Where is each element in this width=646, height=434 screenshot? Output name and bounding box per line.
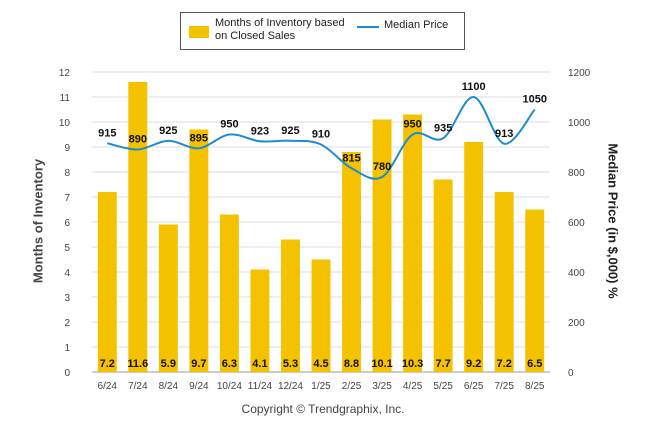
line-value-label: 815 xyxy=(342,152,360,164)
bar xyxy=(494,192,514,372)
y-tick-label-right: 0 xyxy=(568,368,574,379)
x-tick-label: 12/24 xyxy=(278,381,303,392)
bar-value-label: 6.3 xyxy=(222,358,237,370)
y-axis-title-left: Months of Inventory xyxy=(30,158,46,284)
x-tick-label: 11/24 xyxy=(248,381,273,392)
line-value-label: 925 xyxy=(281,125,299,137)
bar xyxy=(189,129,209,372)
y-tick-label-left: 1 xyxy=(64,343,70,354)
line-value-label: 915 xyxy=(98,127,116,139)
median-price-line xyxy=(107,96,536,180)
y-tick-label-right: 200 xyxy=(568,318,585,329)
bar xyxy=(433,179,453,372)
bar xyxy=(158,224,178,372)
x-tick-label: 10/24 xyxy=(217,381,242,392)
y-tick-label-left: 7 xyxy=(64,193,70,204)
bar-value-label: 4.5 xyxy=(313,358,328,370)
bar-value-label: 4.1 xyxy=(252,358,267,370)
bar-value-label: 6.5 xyxy=(527,358,542,370)
bar xyxy=(342,152,361,372)
bar xyxy=(403,114,423,372)
y-tick-label-left: 5 xyxy=(64,243,70,254)
bar xyxy=(219,214,239,372)
x-tick-label: 6/25 xyxy=(464,381,484,392)
bar-value-label: 10.3 xyxy=(402,358,423,370)
bar xyxy=(372,119,392,372)
legend-bar-label: Months of Inventory based on Closed Sale… xyxy=(215,17,345,43)
y-tick-label-right: 800 xyxy=(568,168,585,179)
bar xyxy=(525,209,545,372)
line-value-label: 950 xyxy=(220,119,238,131)
y-tick-label-left: 9 xyxy=(64,143,70,154)
y-tick-label-right: 400 xyxy=(568,268,585,279)
x-tick-label: 1/25 xyxy=(311,381,331,392)
y-axis-title-right: Median Price (in $,000) % xyxy=(605,143,621,299)
y-tick-label-left: 11 xyxy=(60,93,71,104)
line-value-label: 913 xyxy=(495,128,513,140)
x-tick-label: 4/25 xyxy=(403,381,423,392)
y-tick-label-left: 10 xyxy=(59,118,71,129)
x-tick-label: 6/24 xyxy=(98,381,118,392)
bar xyxy=(464,142,484,372)
y-tick-label-left: 4 xyxy=(64,268,70,279)
bar-value-label: 5.9 xyxy=(161,358,176,370)
legend-bar-label-line1: Months of Inventory based xyxy=(215,17,345,29)
legend-line-label: Median Price xyxy=(384,19,449,31)
x-tick-label: 2/25 xyxy=(342,381,362,392)
x-tick-label: 9/24 xyxy=(189,381,209,392)
line-value-label: 1100 xyxy=(462,81,486,93)
copyright: Copyright © Trendgraphix, Inc. xyxy=(241,402,405,416)
line-value-label: 923 xyxy=(251,125,269,137)
y-tick-label-left: 0 xyxy=(64,368,70,379)
x-tick-label: 5/25 xyxy=(433,381,453,392)
x-tick-label: 3/25 xyxy=(372,381,392,392)
legend: Months of Inventory based on Closed Sale… xyxy=(180,12,465,50)
line-value-label: 925 xyxy=(159,125,177,137)
bar-value-label: 5.3 xyxy=(283,358,298,370)
y-tick-label-left: 6 xyxy=(64,218,70,229)
line-value-label: 895 xyxy=(190,132,208,144)
x-tick-label: 7/25 xyxy=(494,381,514,392)
legend-line-swatch xyxy=(357,26,379,28)
bar xyxy=(128,82,148,372)
line-value-label: 890 xyxy=(129,134,147,146)
y-tick-label-left: 3 xyxy=(64,293,70,304)
bar-value-label: 9.7 xyxy=(191,358,206,370)
y-tick-label-right: 1200 xyxy=(568,68,591,79)
bar xyxy=(97,192,117,372)
line-value-label: 935 xyxy=(434,122,452,134)
x-tick-label: 8/24 xyxy=(159,381,179,392)
bar xyxy=(311,259,331,372)
y-tick-label-right: 600 xyxy=(568,218,585,229)
legend-bar-label-line2: on Closed Sales xyxy=(215,30,296,42)
y-tick-label-right: 1000 xyxy=(568,118,591,129)
line-value-label: 780 xyxy=(373,161,391,173)
line-value-label: 1050 xyxy=(522,94,546,106)
bar-value-label: 7.2 xyxy=(497,358,512,370)
bar-value-label: 9.2 xyxy=(466,358,481,370)
bar-value-label: 7.7 xyxy=(435,358,450,370)
bar-value-label: 10.1 xyxy=(371,358,392,370)
line-value-label: 950 xyxy=(403,119,421,131)
legend-bar-swatch xyxy=(189,26,209,38)
bar xyxy=(250,269,270,372)
y-tick-label-left: 12 xyxy=(59,68,71,79)
x-tick-label: 8/25 xyxy=(525,381,545,392)
line-value-label: 910 xyxy=(312,129,330,141)
y-tick-label-left: 8 xyxy=(64,168,70,179)
bar xyxy=(281,239,300,372)
y-tick-label-left: 2 xyxy=(64,318,70,329)
bar-value-label: 7.2 xyxy=(100,358,115,370)
x-tick-label: 7/24 xyxy=(128,381,148,392)
bar-value-label: 8.8 xyxy=(344,358,359,370)
bar-value-label: 11.6 xyxy=(127,358,148,370)
